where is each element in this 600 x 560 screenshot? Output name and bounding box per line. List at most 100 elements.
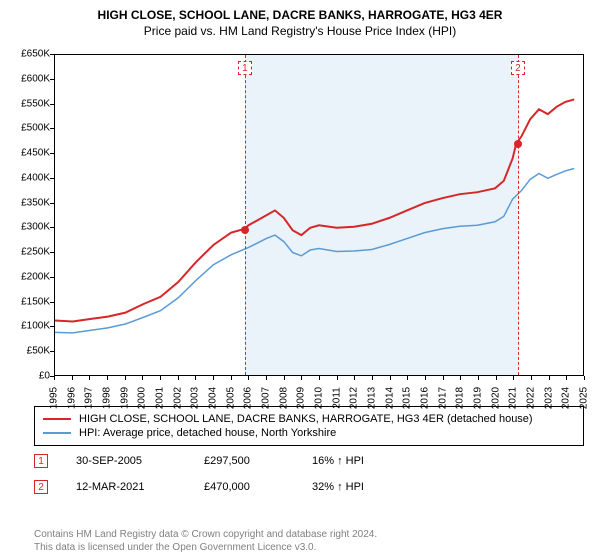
sale-marker-2: 2 (511, 61, 525, 75)
x-axis-label: 2014 (384, 387, 395, 409)
x-axis-label: 2015 (402, 387, 413, 409)
x-axis-label: 2023 (543, 387, 554, 409)
y-axis-label: £200K (6, 271, 50, 282)
sale-delta-1: 16% ↑ HPI (312, 455, 364, 467)
y-axis-label: £500K (6, 123, 50, 134)
y-axis-tick (50, 351, 54, 352)
x-axis-tick (248, 376, 249, 380)
x-axis-tick (125, 376, 126, 380)
y-axis-label: £0 (6, 371, 50, 382)
x-axis-label: 2001 (155, 387, 166, 409)
x-axis-tick (72, 376, 73, 380)
y-axis-label: £300K (6, 222, 50, 233)
sale-entry-1: 1 30-SEP-2005 £297,500 16% ↑ HPI (34, 454, 584, 468)
x-axis-tick (54, 376, 55, 380)
y-axis-tick (50, 54, 54, 55)
x-axis-tick (337, 376, 338, 380)
x-axis-tick (89, 376, 90, 380)
sale-entry-2: 2 12-MAR-2021 £470,000 32% ↑ HPI (34, 480, 584, 494)
x-axis-label: 2022 (526, 387, 537, 409)
x-axis-tick (390, 376, 391, 380)
x-axis-label: 2005 (225, 387, 236, 409)
x-axis-tick (160, 376, 161, 380)
x-axis-tick (372, 376, 373, 380)
x-axis-tick (460, 376, 461, 380)
y-axis-tick (50, 104, 54, 105)
y-axis-tick (50, 302, 54, 303)
y-axis-label: £650K (6, 49, 50, 60)
x-axis-tick (284, 376, 285, 380)
legend-item-property: HIGH CLOSE, SCHOOL LANE, DACRE BANKS, HA… (43, 413, 575, 425)
y-axis-tick (50, 252, 54, 253)
legend-swatch-property (43, 418, 71, 420)
x-axis-tick (584, 376, 585, 380)
x-axis-label: 2002 (172, 387, 183, 409)
x-axis-label: 1997 (84, 387, 95, 409)
x-axis-tick (513, 376, 514, 380)
y-axis-tick (50, 128, 54, 129)
legend-label-property: HIGH CLOSE, SCHOOL LANE, DACRE BANKS, HA… (79, 413, 533, 425)
sale-vline-1 (245, 55, 246, 375)
x-axis-label: 2004 (208, 387, 219, 409)
x-axis-label: 2013 (367, 387, 378, 409)
x-axis-label: 2007 (261, 387, 272, 409)
x-axis-tick (319, 376, 320, 380)
y-axis-label: £250K (6, 247, 50, 258)
x-axis-tick (354, 376, 355, 380)
x-axis-tick (142, 376, 143, 380)
y-axis-label: £100K (6, 321, 50, 332)
x-axis-label: 1998 (102, 387, 113, 409)
legend: HIGH CLOSE, SCHOOL LANE, DACRE BANKS, HA… (34, 406, 584, 446)
x-axis-tick (266, 376, 267, 380)
y-axis-tick (50, 79, 54, 80)
legend-swatch-hpi (43, 432, 71, 434)
x-axis-tick (566, 376, 567, 380)
sale-marker-box-1: 1 (34, 454, 48, 468)
y-axis-label: £450K (6, 148, 50, 159)
x-axis-label: 1996 (66, 387, 77, 409)
x-axis-label: 2019 (473, 387, 484, 409)
x-axis-tick (107, 376, 108, 380)
x-axis-label: 2017 (437, 387, 448, 409)
x-axis-label: 2008 (278, 387, 289, 409)
x-axis-label: 2009 (296, 387, 307, 409)
x-axis-tick (178, 376, 179, 380)
footer-line2: This data is licensed under the Open Gov… (34, 541, 377, 554)
y-axis-tick (50, 178, 54, 179)
x-axis-label: 2010 (314, 387, 325, 409)
x-axis-tick (425, 376, 426, 380)
legend-item-hpi: HPI: Average price, detached house, Nort… (43, 427, 575, 439)
y-axis-tick (50, 227, 54, 228)
y-axis-tick (50, 203, 54, 204)
sale-marker-1: 1 (238, 61, 252, 75)
x-axis-label: 2021 (508, 387, 519, 409)
sale-vline-2 (518, 55, 519, 375)
footer-line1: Contains HM Land Registry data © Crown c… (34, 528, 377, 541)
x-axis-label: 2020 (490, 387, 501, 409)
x-axis-label: 2003 (190, 387, 201, 409)
sale-price-1: £297,500 (204, 455, 284, 467)
y-axis-label: £150K (6, 296, 50, 307)
x-axis-tick (195, 376, 196, 380)
y-axis-tick (50, 277, 54, 278)
sale-date-1: 30-SEP-2005 (76, 455, 176, 467)
y-axis-label: £350K (6, 197, 50, 208)
x-axis-tick (231, 376, 232, 380)
x-axis-label: 2018 (455, 387, 466, 409)
x-axis-tick (496, 376, 497, 380)
x-axis-tick (478, 376, 479, 380)
x-axis-label: 2024 (561, 387, 572, 409)
x-axis-tick (407, 376, 408, 380)
x-axis-label: 2011 (331, 387, 342, 409)
x-axis-tick (549, 376, 550, 380)
x-axis-tick (301, 376, 302, 380)
y-axis-label: £550K (6, 98, 50, 109)
x-axis-tick (213, 376, 214, 380)
y-axis-label: £600K (6, 73, 50, 84)
y-axis-tick (50, 153, 54, 154)
sale-dot-2 (514, 140, 522, 148)
series-line-property (55, 99, 574, 321)
sale-date-2: 12-MAR-2021 (76, 481, 176, 493)
x-axis-tick (443, 376, 444, 380)
chart-subtitle: Price paid vs. HM Land Registry's House … (0, 24, 600, 38)
